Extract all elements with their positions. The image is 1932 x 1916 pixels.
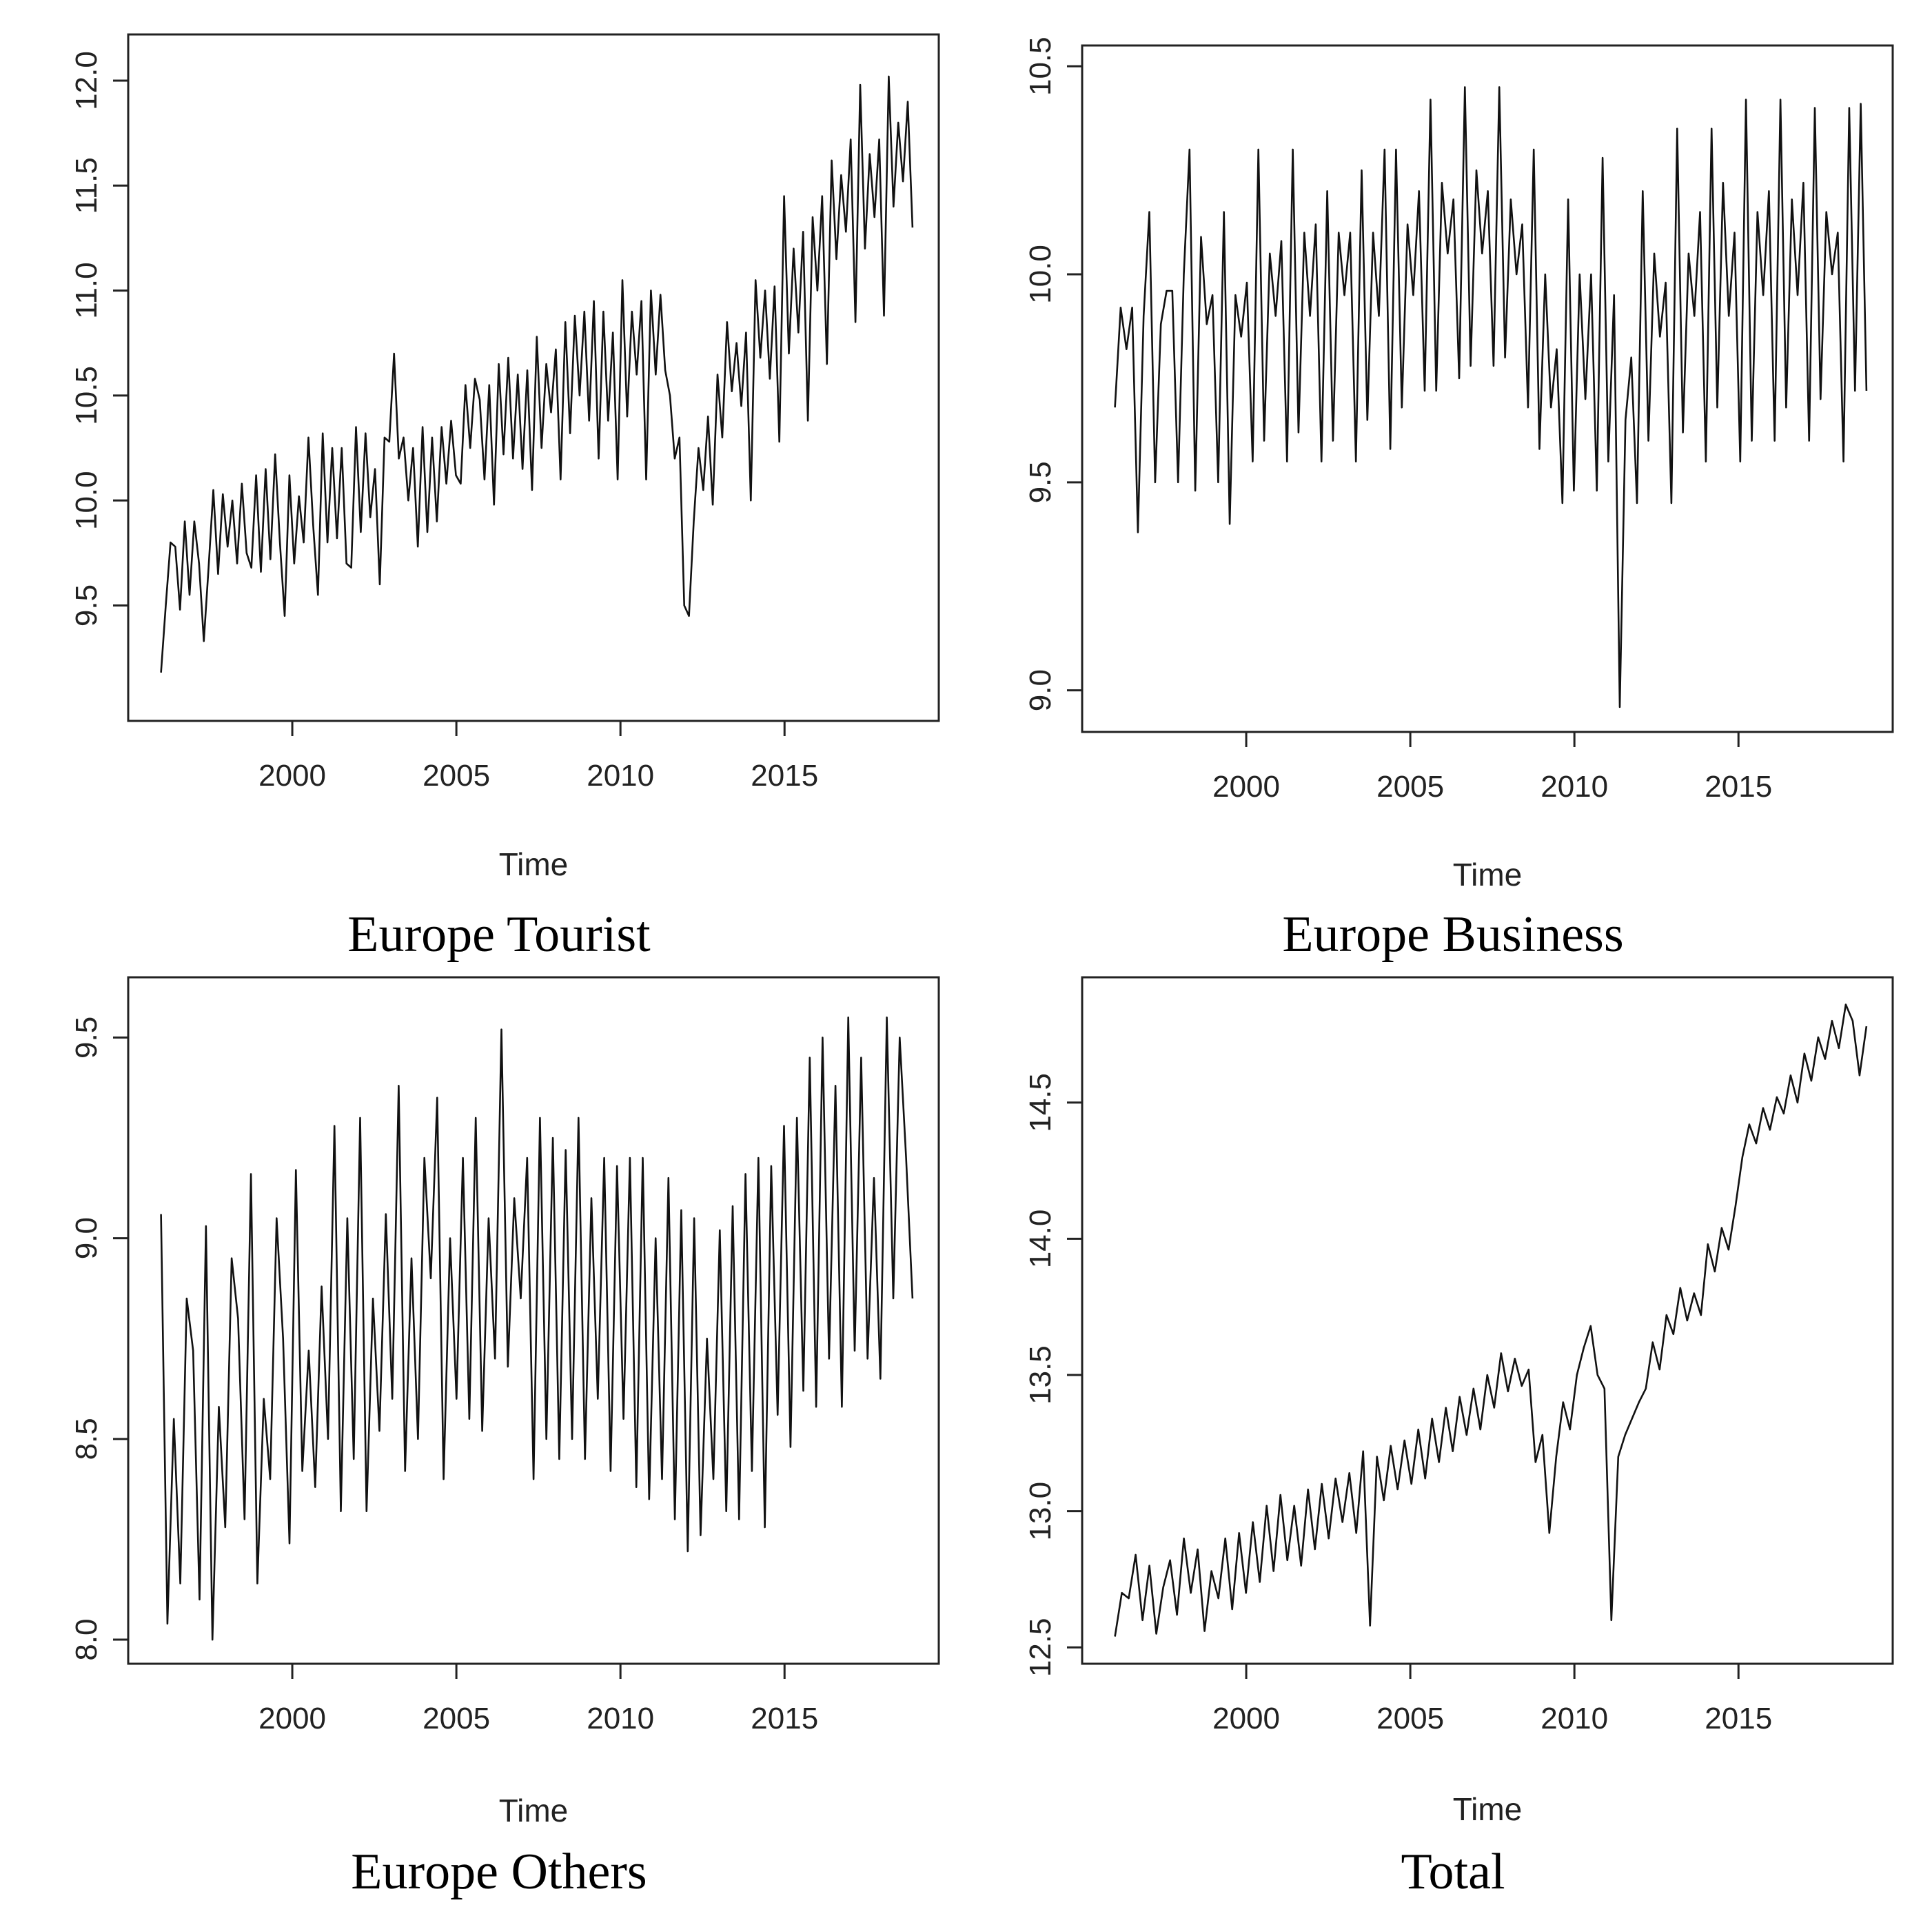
panel-europe-tourist: 9.5 10.0 10.5 11.0 11.5 12.0 2000 2005 2010 2015…: [70, 33, 940, 963]
x-tick-label: 2000: [258, 759, 326, 793]
y-tick-label: 11.5: [70, 157, 103, 214]
y-tick-label: 10.5: [70, 366, 103, 425]
panel-total: 12.5 13.0 13.5 14.0 14.5 2000 2005 2010 2015 Ti…: [1024, 976, 1894, 1900]
x-tick-label: 2015: [751, 759, 818, 793]
x-tick-label: 2010: [1540, 770, 1608, 804]
panel-caption: Europe Business: [1282, 906, 1623, 963]
y-axis: 9.5 10.0 10.5 11.0 11.5 12.0: [70, 51, 130, 626]
y-tick-label: 8.0: [70, 1618, 103, 1660]
panel-europe-business: 9.0 9.5 10.0 10.5 2000 2005 2010 2015 Time Eur…: [1024, 37, 1894, 963]
x-axis: 2000 2005 2010 2015: [258, 720, 818, 793]
x-axis-title: Time: [1453, 857, 1523, 893]
series-line-total: [1114, 1003, 1868, 1637]
y-tick-label: 9.5: [70, 584, 103, 626]
y-axis: 9.0 9.5 10.0 10.5: [1024, 37, 1084, 711]
x-axis: 2000 2005 2010 2015: [258, 1662, 818, 1735]
y-tick-label: 9.5: [1024, 461, 1057, 503]
x-tick-label: 2000: [1212, 770, 1280, 804]
y-tick-label: 10.0: [1024, 245, 1057, 304]
x-axis: 2000 2005 2010 2015: [1212, 731, 1772, 804]
y-tick-label: 11.0: [70, 262, 103, 318]
y-tick-label: 14.0: [1024, 1210, 1057, 1269]
y-tick-label: 12.0: [70, 51, 103, 110]
y-tick-label: 13.5: [1024, 1345, 1057, 1405]
y-axis: 12.5 13.0 13.5 14.0 14.5: [1024, 1073, 1084, 1677]
x-tick-label: 2005: [1376, 1702, 1444, 1735]
x-tick-label: 2015: [1705, 1702, 1772, 1735]
x-tick-label: 2000: [258, 1702, 326, 1735]
y-tick-label: 9.0: [1024, 669, 1057, 711]
series-line-europe-business: [1114, 86, 1868, 709]
x-axis-title: Time: [499, 1793, 569, 1828]
y-tick-label: 9.0: [70, 1217, 103, 1259]
x-axis-title: Time: [499, 846, 569, 882]
x-tick-label: 2010: [587, 759, 654, 793]
x-tick-label: 2005: [423, 759, 490, 793]
y-tick-label: 9.5: [70, 1017, 103, 1059]
y-tick-label: 10.0: [70, 471, 103, 530]
panel-caption: Total: [1401, 1844, 1505, 1900]
series-line-europe-others: [160, 1016, 914, 1641]
x-tick-label: 2000: [1212, 1702, 1280, 1735]
x-tick-label: 2010: [587, 1702, 654, 1735]
y-axis: 8.0 8.5 9.0 9.5: [70, 1017, 130, 1661]
y-tick-label: 10.5: [1024, 37, 1057, 96]
y-tick-label: 12.5: [1024, 1618, 1057, 1677]
y-tick-label: 8.5: [70, 1418, 103, 1460]
x-tick-label: 2015: [751, 1702, 818, 1735]
x-tick-label: 2005: [1376, 770, 1444, 804]
x-tick-label: 2005: [423, 1702, 490, 1735]
plot-frame: [127, 33, 940, 722]
x-axis-title: Time: [1453, 1791, 1523, 1827]
y-tick-label: 14.5: [1024, 1073, 1057, 1132]
y-tick-label: 13.0: [1024, 1482, 1057, 1541]
x-tick-label: 2015: [1705, 770, 1772, 804]
plot-frame: [1081, 976, 1894, 1665]
panel-caption: Europe Tourist: [347, 906, 651, 963]
x-axis: 2000 2005 2010 2015: [1212, 1662, 1772, 1735]
plot-frame: [1081, 44, 1894, 733]
x-tick-label: 2010: [1540, 1702, 1608, 1735]
panel-europe-others: 8.0 8.5 9.0 9.5 2000 2005 2010 2015 Time Europ…: [70, 976, 940, 1900]
series-line-europe-tourist: [160, 75, 914, 673]
panel-caption: Europe Others: [351, 1844, 647, 1900]
